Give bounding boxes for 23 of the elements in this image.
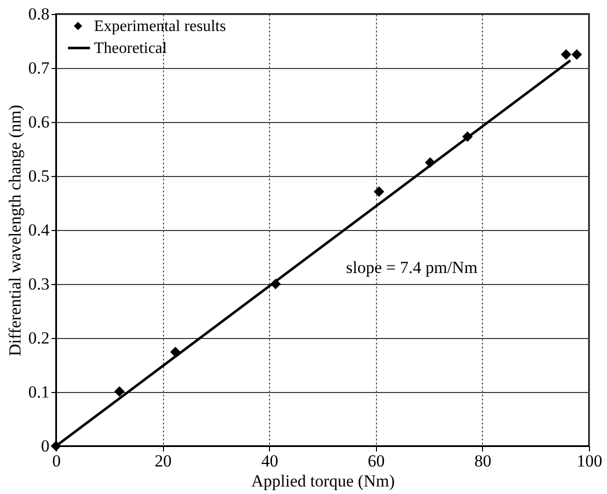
x-tick-label: 80 [474,452,492,470]
y-tick-label: 0.3 [28,274,50,294]
x-tick-label: 100 [576,452,602,470]
x-axis-title: Applied torque (Nm) [251,472,395,490]
y-tick-label: 0.7 [28,58,50,78]
y-tick-label: 0.6 [28,112,50,132]
x-tick-label: 60 [368,452,385,470]
y-tick-label: 0.5 [28,166,50,186]
point [560,49,572,60]
annotation: slope = 7.4 pm/Nm [346,258,478,277]
y-tick-label: 0.4 [28,220,50,240]
x-tick-label: 20 [154,452,172,470]
legend-label: Experimental results [94,18,226,35]
y-tick-label: 0.8 [28,4,50,24]
point [114,386,125,397]
y-tick-label: 0.2 [28,328,50,348]
x-tick-label: 40 [261,452,278,470]
point [571,49,582,60]
y-tick-label: 0 [41,436,50,456]
y-axis-title: Differential wavelength change (nm) [5,104,24,356]
legend-label: Theoretical [94,40,168,57]
point [374,186,384,197]
y-tick-label: 0.1 [28,382,50,402]
